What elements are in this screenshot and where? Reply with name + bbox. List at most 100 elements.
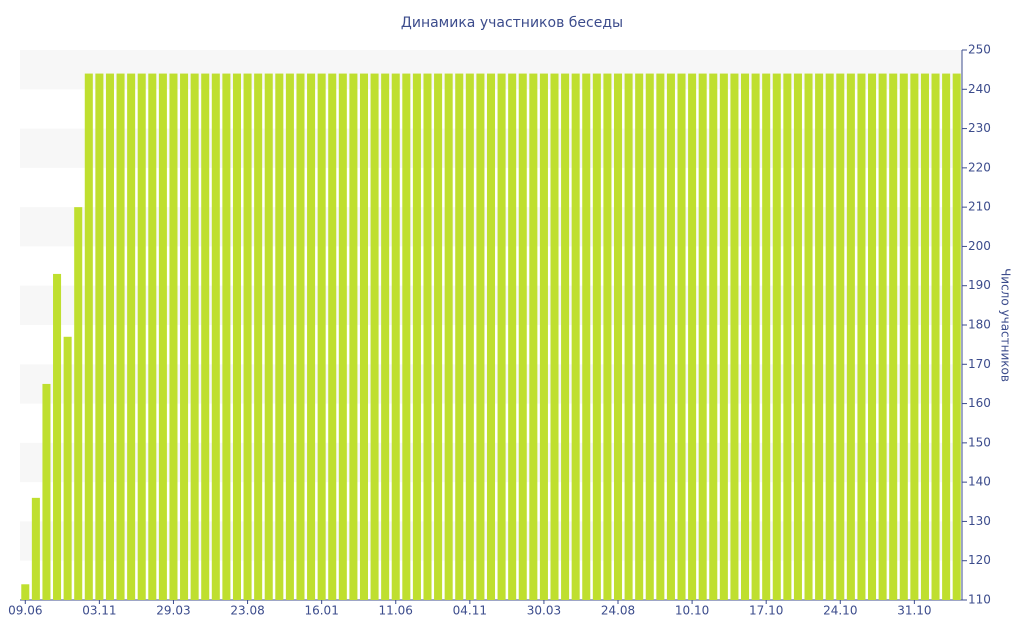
bar [857,73,866,601]
bar [868,73,877,601]
bar [275,73,284,601]
bar [211,73,220,601]
bar [825,73,834,601]
bar [772,73,781,601]
bar [529,73,538,601]
x-tick-label: 10.10 [675,604,709,618]
bar [624,73,633,601]
bar [688,73,697,601]
bar [931,73,940,601]
bar [105,73,114,601]
bar [328,73,337,601]
x-tick-label: 16.01 [304,604,338,618]
bar [84,73,93,601]
bar [730,73,739,601]
bar [317,73,326,601]
bar [741,73,750,601]
x-tick-label: 23.08 [230,604,264,618]
bar [709,73,718,601]
bar [127,73,136,601]
bar [561,73,570,601]
bar [613,73,623,601]
y-tick-label: 180 [968,318,991,332]
bar [592,73,601,601]
bar [412,73,421,601]
bar [359,73,369,601]
bar [169,73,178,601]
x-tick-label: 03.11 [82,604,116,618]
bar [21,584,30,600]
bar [254,73,263,601]
y-tick-label: 200 [968,239,991,253]
bar [846,73,855,601]
bar [349,73,358,601]
bar [455,73,464,601]
bar [889,73,898,601]
x-tick-label: 30.03 [527,604,561,618]
x-tick-label: 31.10 [897,604,931,618]
bar [804,73,813,601]
bar [370,73,379,601]
bar [158,73,167,601]
y-tick-label: 160 [968,396,991,410]
bar [836,73,845,601]
bar [719,73,728,601]
bar [793,73,802,601]
y-tick-label: 250 [968,43,991,57]
bar [762,73,771,601]
bar [232,73,241,601]
x-tick-label: 24.10 [823,604,857,618]
y-tick-label: 170 [968,357,991,371]
bar [666,73,675,601]
bar [751,73,760,601]
bar [285,73,294,601]
y-tick-label: 110 [968,593,991,607]
x-tick-label: 11.06 [379,604,413,618]
bar [645,73,654,601]
bar [42,383,51,600]
bar [381,73,390,601]
bar [476,73,485,601]
y-tick-label: 190 [968,278,991,292]
bar [180,73,189,601]
chart-title: Динамика участников беседы [401,15,623,31]
bar [677,73,686,601]
bar [307,73,316,601]
bar [116,73,125,601]
bar [137,73,146,601]
y-tick-label: 230 [968,121,991,135]
x-tick-label: 17.10 [749,604,783,618]
bar [444,73,453,601]
bar [31,497,40,600]
bar [402,73,411,601]
x-tick-label: 04.11 [453,604,487,618]
x-tick-label: 09.06 [8,604,42,618]
bar [899,73,908,601]
bar [571,73,580,601]
bar [635,73,644,601]
bar [95,73,104,601]
bar [582,73,591,601]
y-tick-label: 210 [968,200,991,214]
bar [497,73,506,601]
y-tick-label: 140 [968,475,991,489]
y-tick-label: 240 [968,82,991,96]
bar [486,73,496,601]
bar [815,73,824,601]
bar [74,207,83,600]
y-tick-label: 150 [968,435,991,449]
bar [63,336,72,600]
bar [201,73,210,601]
bar [783,73,792,601]
bar [53,273,62,600]
bar [518,73,527,601]
bar [539,73,548,601]
bar [698,73,707,601]
x-tick-label: 29.03 [156,604,190,618]
y-tick-label: 120 [968,553,991,567]
bar [190,73,199,601]
y-axis-label: Число участников [999,268,1013,382]
bar [434,73,443,601]
bar [338,73,347,601]
bar [910,73,919,601]
